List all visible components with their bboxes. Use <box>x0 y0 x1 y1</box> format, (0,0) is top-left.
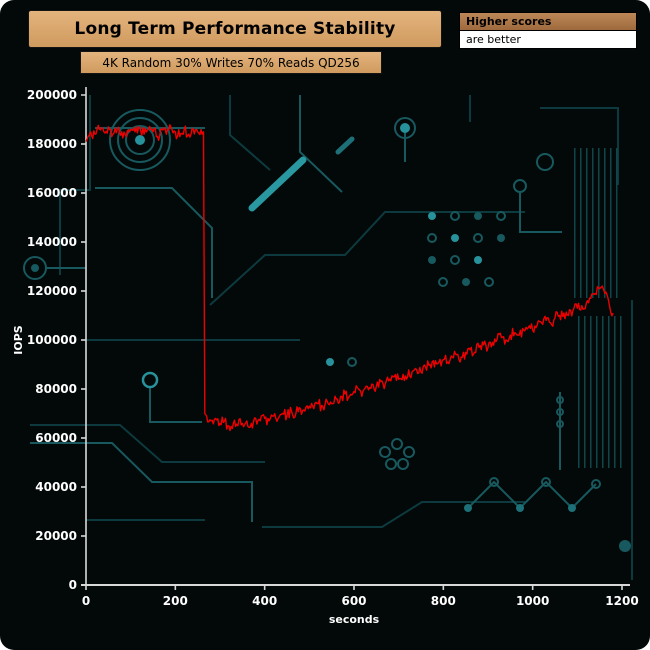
svg-text:120000: 120000 <box>27 284 77 298</box>
circuit-dense-lines-decoration <box>574 148 622 298</box>
svg-text:20000: 20000 <box>35 529 77 543</box>
chart-subtitle-text: 4K Random 30% Writes 70% Reads QD256 <box>102 55 360 70</box>
svg-text:400: 400 <box>252 594 277 608</box>
svg-text:40000: 40000 <box>35 480 77 494</box>
svg-text:800: 800 <box>431 594 456 608</box>
svg-text:180000: 180000 <box>27 137 77 151</box>
legend-note: Higher scores are better <box>459 12 637 49</box>
svg-text:100000: 100000 <box>27 333 77 347</box>
chart-subtitle: 4K Random 30% Writes 70% Reads QD256 <box>80 51 382 74</box>
svg-text:0: 0 <box>82 594 90 608</box>
svg-text:140000: 140000 <box>27 235 77 249</box>
svg-text:160000: 160000 <box>27 186 77 200</box>
svg-text:IOPS: IOPS <box>12 325 25 355</box>
svg-text:200000: 200000 <box>27 88 77 102</box>
chart-title: Long Term Performance Stability <box>28 10 442 48</box>
svg-text:0: 0 <box>69 578 77 592</box>
svg-text:1000: 1000 <box>516 594 549 608</box>
svg-text:seconds: seconds <box>329 613 380 626</box>
svg-text:60000: 60000 <box>35 431 77 445</box>
legend-note-line1: Higher scores <box>460 13 636 31</box>
legend-note-line2: are better <box>460 31 636 48</box>
svg-text:200: 200 <box>163 594 188 608</box>
circuit-dense-lines-decoration <box>578 316 622 468</box>
chart-title-text: Long Term Performance Stability <box>74 19 396 39</box>
svg-text:80000: 80000 <box>35 382 77 396</box>
svg-text:600: 600 <box>341 594 366 608</box>
svg-text:1200: 1200 <box>605 594 638 608</box>
